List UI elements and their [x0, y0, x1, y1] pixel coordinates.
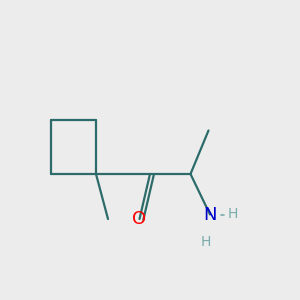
- Text: N: N: [203, 206, 217, 224]
- Text: H: H: [227, 208, 238, 221]
- Text: H: H: [200, 235, 211, 248]
- Text: O: O: [132, 210, 147, 228]
